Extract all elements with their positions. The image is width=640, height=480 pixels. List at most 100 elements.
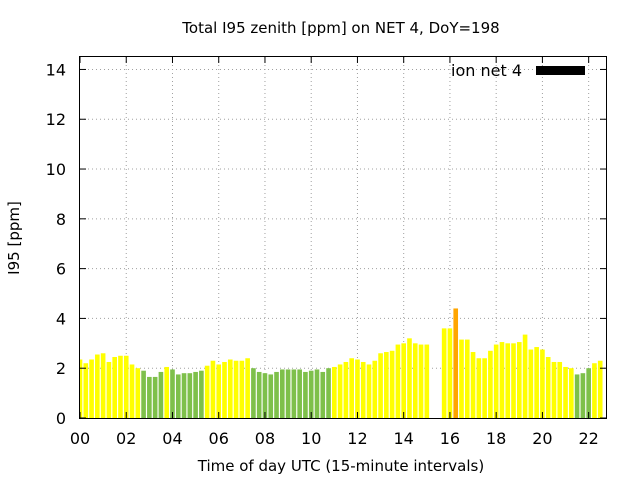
y-tick-label: 2 xyxy=(56,359,66,378)
bar xyxy=(360,361,366,418)
bar xyxy=(326,368,331,418)
bar xyxy=(349,358,354,418)
x-tick-label: 06 xyxy=(209,429,229,448)
bar xyxy=(505,343,511,418)
x-tick-label: 00 xyxy=(70,429,90,448)
bar xyxy=(378,353,383,418)
bar xyxy=(470,352,476,418)
bar xyxy=(453,308,459,418)
bar xyxy=(597,360,603,418)
bar xyxy=(308,370,314,418)
bar xyxy=(355,359,360,418)
bar xyxy=(384,352,389,418)
bar xyxy=(158,371,164,418)
bar xyxy=(245,358,250,418)
bar xyxy=(551,361,557,418)
bar xyxy=(135,368,141,418)
bar xyxy=(569,368,574,418)
bar xyxy=(441,328,447,418)
bar xyxy=(516,342,522,418)
bar xyxy=(592,363,597,418)
legend-label: ion net 4 xyxy=(451,61,522,80)
bar xyxy=(285,369,291,418)
bar xyxy=(464,339,470,418)
bar xyxy=(320,371,326,418)
bar xyxy=(303,371,308,418)
bar xyxy=(106,361,112,418)
x-tick-label: 20 xyxy=(532,429,552,448)
x-tick-label: 08 xyxy=(255,429,275,448)
bar xyxy=(83,363,89,418)
bar xyxy=(372,360,378,418)
x-tick-label: 02 xyxy=(116,429,136,448)
bar xyxy=(170,369,175,418)
bar xyxy=(141,370,146,418)
y-tick-label: 8 xyxy=(56,210,66,229)
bar xyxy=(580,373,586,418)
bar xyxy=(297,369,302,418)
y-tick-label: 10 xyxy=(46,160,66,179)
plot-frame xyxy=(79,56,607,419)
bar xyxy=(100,353,106,418)
y-tick-label: 14 xyxy=(46,60,66,79)
bars xyxy=(80,308,603,418)
bar xyxy=(407,338,412,418)
bar xyxy=(586,368,591,418)
bar xyxy=(95,354,100,418)
bar xyxy=(366,364,372,418)
bar xyxy=(291,369,297,418)
bar xyxy=(256,371,262,418)
bar xyxy=(343,361,349,418)
bar xyxy=(389,350,395,418)
bar xyxy=(216,364,222,418)
x-tick-label: 04 xyxy=(162,429,182,448)
bar xyxy=(574,374,580,418)
bar xyxy=(511,343,516,418)
bar xyxy=(279,369,285,418)
bar xyxy=(147,376,152,418)
bar xyxy=(199,370,204,418)
y-axis-title: I95 [ppm] xyxy=(5,201,23,275)
bar xyxy=(164,366,170,418)
bar xyxy=(499,342,505,418)
bar xyxy=(447,328,453,418)
x-tick-label: 14 xyxy=(394,429,414,448)
legend-swatch xyxy=(536,66,585,75)
bar xyxy=(210,360,216,418)
x-tick-label: 10 xyxy=(301,429,321,448)
bar xyxy=(187,373,193,418)
bar xyxy=(204,365,210,418)
bar xyxy=(528,349,534,418)
bar xyxy=(268,374,274,418)
x-tick-label: 22 xyxy=(578,429,598,448)
bar xyxy=(337,364,343,418)
bar xyxy=(482,358,487,418)
bar xyxy=(332,366,337,418)
x-tick-label: 12 xyxy=(347,429,367,448)
bar xyxy=(418,344,424,418)
bar xyxy=(493,344,499,418)
y-tick-label: 12 xyxy=(46,110,66,129)
bar xyxy=(112,357,117,418)
x-axis-title: Time of day UTC (15-minute intervals) xyxy=(197,457,484,475)
y-tick-label: 4 xyxy=(56,309,66,328)
bar xyxy=(534,347,539,418)
bar xyxy=(227,359,233,418)
chart-title: Total I95 zenith [ppm] on NET 4, DoY=198 xyxy=(181,19,499,37)
bar xyxy=(424,344,430,418)
bar xyxy=(222,361,227,418)
legend: ion net 4 xyxy=(451,61,585,80)
bar xyxy=(459,339,464,418)
bar xyxy=(545,357,551,418)
bar xyxy=(476,358,482,418)
y-tick-label: 0 xyxy=(56,409,66,428)
bar xyxy=(175,374,181,418)
bar xyxy=(557,361,563,418)
bar xyxy=(89,359,94,418)
bar xyxy=(129,364,135,418)
bar xyxy=(274,371,279,418)
y-tick-label: 6 xyxy=(56,260,66,279)
bar xyxy=(540,349,545,418)
x-tick-label: 18 xyxy=(486,429,506,448)
